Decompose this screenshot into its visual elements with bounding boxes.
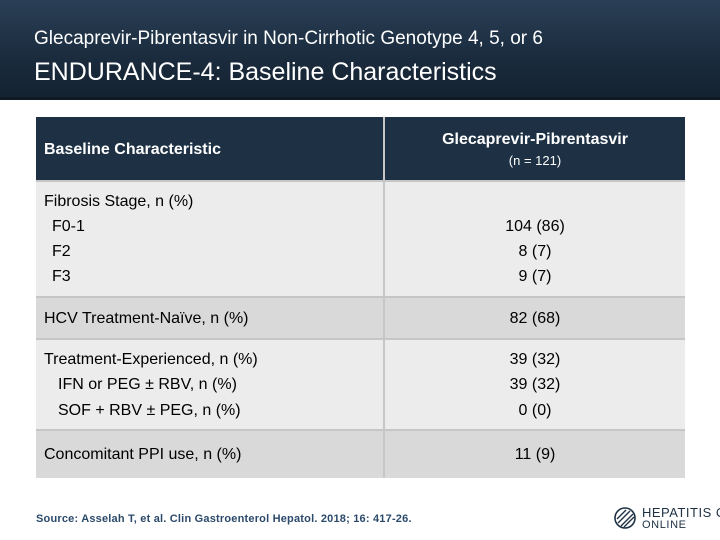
row-label: Fibrosis Stage, n (%) — [44, 193, 194, 210]
logo-globe-icon — [614, 507, 636, 529]
table-row-ppi-label: Concomitant PPI use, n (%) — [36, 431, 383, 478]
row-label: Treatment-Experienced, n (%) — [44, 351, 258, 368]
row-value: 11 (9) — [514, 446, 556, 463]
table-row-ppi-values: 11 (9) — [385, 431, 685, 478]
column-label-drug: Glecaprevir-Pibrentasvir — [442, 131, 628, 148]
row-value: 82 (68) — [509, 310, 561, 327]
row-label: HCV Treatment-Naïve, n (%) — [44, 310, 249, 327]
row-sublabel: F0-1 — [52, 218, 85, 235]
table-row-fibrosis-label: Fibrosis Stage, n (%) F0-1 F2 F3 — [36, 182, 383, 296]
table-row-experienced-values: 39 (32) 39 (32) 0 (0) — [385, 340, 685, 429]
row-label: Concomitant PPI use, n (%) — [44, 446, 242, 463]
table-row-naive-values: 82 (68) — [385, 298, 685, 338]
table-header-drug: Glecaprevir-Pibrentasvir (n = 121) — [385, 117, 685, 180]
hepatitis-c-online-logo: HEPATITIS C ONLINE — [614, 500, 720, 534]
row-value: 0 (0) — [518, 402, 552, 419]
table-row-experienced-label: Treatment-Experienced, n (%) IFN or PEG … — [36, 340, 383, 429]
row-value: 39 (32) — [509, 351, 561, 368]
logo-text-line2: ONLINE — [642, 519, 687, 531]
source-citation: Source: Asselah T, et al. Clin Gastroent… — [36, 513, 412, 525]
row-sublabel: SOF + RBV ± PEG, n (%) — [58, 402, 241, 419]
column-label-characteristic: Baseline Characteristic — [44, 141, 221, 158]
logo-text-line1: HEPATITIS C — [642, 505, 720, 520]
slide-header: Glecaprevir-Pibrentasvir in Non-Cirrhoti… — [0, 0, 720, 100]
table-row-naive-label: HCV Treatment-Naïve, n (%) — [36, 298, 383, 338]
table-header-characteristic: Baseline Characteristic — [36, 117, 383, 180]
header-divider — [0, 97, 720, 100]
table-row-fibrosis-values: 104 (86) 8 (7) 9 (7) — [385, 182, 685, 296]
column-label-n: (n = 121) — [508, 153, 562, 168]
row-value: 8 (7) — [518, 243, 552, 260]
baseline-table: Baseline Characteristic Glecaprevir-Pibr… — [36, 117, 685, 478]
row-value: 9 (7) — [518, 268, 552, 285]
slide-title: ENDURANCE-4: Baseline Characteristics — [34, 58, 497, 86]
row-sublabel: F2 — [52, 243, 71, 260]
row-sublabel: IFN or PEG ± RBV, n (%) — [58, 376, 237, 393]
row-value: 104 (86) — [505, 218, 565, 235]
slide-subtitle: Glecaprevir-Pibrentasvir in Non-Cirrhoti… — [34, 28, 543, 49]
row-sublabel: F3 — [52, 268, 71, 285]
row-value: 39 (32) — [509, 376, 561, 393]
